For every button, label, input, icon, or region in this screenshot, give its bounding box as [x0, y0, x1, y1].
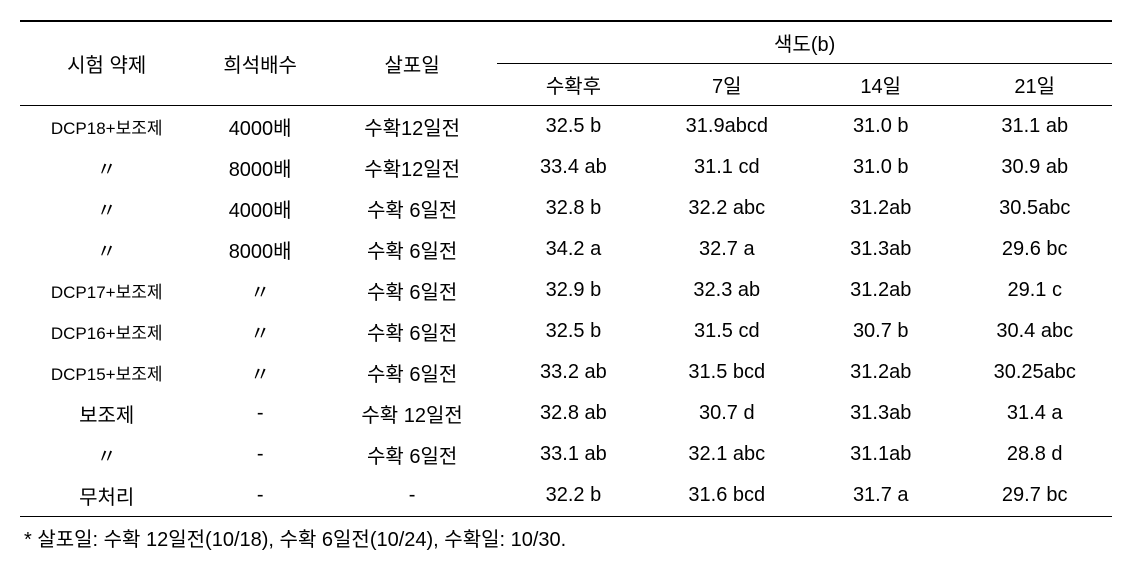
cell-value: 32.5 b	[497, 106, 649, 148]
cell-dilution: 〃	[193, 311, 327, 352]
table-row: 보조제-수확 12일전32.8 ab30.7 d31.3ab31.4 a	[20, 393, 1112, 434]
cell-value: 30.7 d	[650, 393, 805, 434]
cell-dilution: 8000배	[193, 229, 327, 270]
cell-value: 31.2ab	[804, 270, 957, 311]
cell-spray: 수확 6일전	[327, 188, 497, 229]
cell-value: 30.25abc	[957, 352, 1112, 393]
cell-value: 29.7 bc	[957, 475, 1112, 517]
cell-dilution: 〃	[193, 270, 327, 311]
header-sub-0: 수확후	[497, 64, 649, 106]
table-row: 〃4000배수확 6일전32.8 b32.2 abc31.2ab30.5abc	[20, 188, 1112, 229]
cell-value: 31.6 bcd	[650, 475, 805, 517]
cell-dilution: -	[193, 434, 327, 475]
cell-value: 32.2 abc	[650, 188, 805, 229]
header-sub-1: 7일	[650, 64, 805, 106]
cell-spray: -	[327, 475, 497, 517]
table-row: DCP16+보조제〃수확 6일전32.5 b31.5 cd30.7 b30.4 …	[20, 311, 1112, 352]
cell-value: 32.7 a	[650, 229, 805, 270]
table-container: 시험 약제 희석배수 살포일 색도(b) 수확후 7일 14일 21일 DCP1…	[20, 20, 1112, 552]
cell-value: 30.9 ab	[957, 147, 1112, 188]
cell-agent: 〃	[20, 434, 193, 475]
cell-value: 32.9 b	[497, 270, 649, 311]
footnote: * 살포일: 수확 12일전(10/18), 수확 6일전(10/24), 수확…	[20, 523, 1112, 552]
cell-value: 31.2ab	[804, 352, 957, 393]
cell-value: 31.0 b	[804, 106, 957, 148]
table-header: 시험 약제 희석배수 살포일 색도(b) 수확후 7일 14일 21일	[20, 21, 1112, 106]
table-row: DCP17+보조제〃수확 6일전32.9 b32.3 ab31.2ab29.1 …	[20, 270, 1112, 311]
cell-value: 32.8 ab	[497, 393, 649, 434]
cell-spray: 수확 6일전	[327, 270, 497, 311]
cell-value: 29.6 bc	[957, 229, 1112, 270]
cell-value: 31.3ab	[804, 229, 957, 270]
cell-value: 32.8 b	[497, 188, 649, 229]
cell-agent: 〃	[20, 229, 193, 270]
cell-value: 32.1 abc	[650, 434, 805, 475]
cell-value: 31.1 cd	[650, 147, 805, 188]
cell-agent: 〃	[20, 188, 193, 229]
cell-value: 31.5 bcd	[650, 352, 805, 393]
cell-dilution: -	[193, 393, 327, 434]
header-row-1: 시험 약제 희석배수 살포일 색도(b)	[20, 21, 1112, 64]
cell-value: 31.0 b	[804, 147, 957, 188]
cell-value: 33.4 ab	[497, 147, 649, 188]
table-body: DCP18+보조제4000배수확12일전32.5 b31.9abcd31.0 b…	[20, 106, 1112, 517]
cell-value: 30.5abc	[957, 188, 1112, 229]
cell-value: 31.3ab	[804, 393, 957, 434]
table-row: 〃-수확 6일전33.1 ab32.1 abc31.1ab28.8 d	[20, 434, 1112, 475]
cell-spray: 수확12일전	[327, 106, 497, 148]
cell-spray: 수확12일전	[327, 147, 497, 188]
cell-dilution: 〃	[193, 352, 327, 393]
cell-dilution: 4000배	[193, 106, 327, 148]
cell-spray: 수확 6일전	[327, 229, 497, 270]
cell-spray: 수확 6일전	[327, 311, 497, 352]
cell-value: 33.2 ab	[497, 352, 649, 393]
cell-dilution: 8000배	[193, 147, 327, 188]
cell-value: 31.7 a	[804, 475, 957, 517]
table-row: 무처리--32.2 b31.6 bcd31.7 a29.7 bc	[20, 475, 1112, 517]
header-dilution: 희석배수	[193, 21, 327, 106]
header-spray: 살포일	[327, 21, 497, 106]
cell-value: 28.8 d	[957, 434, 1112, 475]
table-row: 〃8000배수확 6일전34.2 a32.7 a31.3ab29.6 bc	[20, 229, 1112, 270]
cell-value: 32.2 b	[497, 475, 649, 517]
table-row: 〃8000배수확12일전33.4 ab31.1 cd31.0 b30.9 ab	[20, 147, 1112, 188]
cell-spray: 수확 6일전	[327, 352, 497, 393]
cell-value: 33.1 ab	[497, 434, 649, 475]
cell-value: 30.7 b	[804, 311, 957, 352]
cell-agent: DCP16+보조제	[20, 311, 193, 352]
cell-value: 32.5 b	[497, 311, 649, 352]
cell-agent: DCP18+보조제	[20, 106, 193, 148]
cell-spray: 수확 12일전	[327, 393, 497, 434]
cell-value: 32.3 ab	[650, 270, 805, 311]
data-table: 시험 약제 희석배수 살포일 색도(b) 수확후 7일 14일 21일 DCP1…	[20, 20, 1112, 517]
cell-value: 30.4 abc	[957, 311, 1112, 352]
cell-agent: 무처리	[20, 475, 193, 517]
cell-value: 31.1ab	[804, 434, 957, 475]
table-row: DCP18+보조제4000배수확12일전32.5 b31.9abcd31.0 b…	[20, 106, 1112, 148]
cell-dilution: 4000배	[193, 188, 327, 229]
header-sub-3: 21일	[957, 64, 1112, 106]
table-row: DCP15+보조제〃수확 6일전33.2 ab31.5 bcd31.2ab30.…	[20, 352, 1112, 393]
cell-agent: 보조제	[20, 393, 193, 434]
cell-value: 31.5 cd	[650, 311, 805, 352]
cell-dilution: -	[193, 475, 327, 517]
header-group: 색도(b)	[497, 21, 1112, 64]
header-sub-2: 14일	[804, 64, 957, 106]
header-agent: 시험 약제	[20, 21, 193, 106]
cell-value: 31.4 a	[957, 393, 1112, 434]
cell-value: 31.9abcd	[650, 106, 805, 148]
cell-agent: DCP15+보조제	[20, 352, 193, 393]
cell-value: 31.2ab	[804, 188, 957, 229]
cell-agent: 〃	[20, 147, 193, 188]
cell-spray: 수확 6일전	[327, 434, 497, 475]
cell-agent: DCP17+보조제	[20, 270, 193, 311]
cell-value: 31.1 ab	[957, 106, 1112, 148]
cell-value: 34.2 a	[497, 229, 649, 270]
cell-value: 29.1 c	[957, 270, 1112, 311]
